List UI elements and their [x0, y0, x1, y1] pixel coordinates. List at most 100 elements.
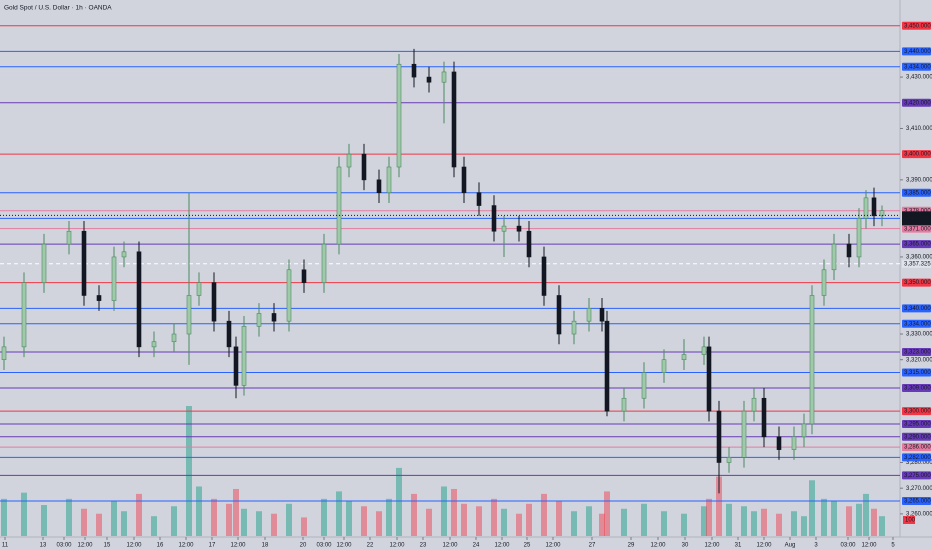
volume-bar — [761, 508, 767, 536]
candle-body — [66, 230, 72, 245]
countdown-label: 52:49 — [904, 220, 920, 226]
x-tick-label: 31 — [735, 543, 742, 549]
x-tick-label: 24 — [473, 543, 480, 549]
volume-bar — [233, 488, 239, 536]
candle-body — [571, 320, 577, 335]
candle-body — [241, 326, 247, 386]
candle-body — [271, 313, 277, 322]
candle-body — [741, 410, 747, 458]
volume-bar — [361, 506, 367, 536]
candle-body — [186, 295, 192, 335]
level-label: 3,309.000 — [904, 386, 931, 392]
volume-bar — [451, 488, 457, 536]
candle-body — [386, 166, 392, 194]
level-label: 3,334.000 — [904, 321, 931, 327]
level-label: 3,315.000 — [904, 370, 931, 376]
level-label-box — [902, 319, 931, 328]
level-label-box — [902, 224, 931, 233]
candle-body — [256, 313, 262, 327]
level-label: 3,282.000 — [904, 455, 931, 461]
level-label: 3,350.000 — [904, 280, 931, 286]
level-label-box — [902, 471, 931, 480]
level-label-box — [902, 443, 931, 452]
volume-bar — [171, 506, 177, 536]
level-label-box — [902, 383, 931, 392]
candle-body — [96, 295, 102, 301]
candle-body — [111, 256, 117, 301]
level-label: 3,400.000 — [904, 152, 931, 158]
candle-body — [21, 282, 27, 348]
x-tick-label: 11 — [2, 543, 9, 549]
candle-body — [541, 256, 547, 296]
volume-bar — [396, 467, 402, 536]
volume-bar — [751, 511, 757, 536]
volume-label-box — [903, 516, 915, 524]
candle-body — [526, 230, 532, 258]
volume-bar — [586, 506, 592, 536]
volume-bar — [286, 503, 292, 536]
x-tick-label: 12:00 — [336, 543, 352, 549]
candle-body — [809, 295, 815, 425]
level-label-box — [902, 453, 931, 462]
candle-body — [863, 197, 869, 219]
candle-body — [41, 243, 47, 283]
volume-bar — [461, 503, 467, 536]
volume-bar — [741, 506, 747, 536]
dashed-level-box — [902, 259, 931, 268]
x-tick-label: 16 — [157, 543, 164, 549]
volume-bar — [66, 498, 72, 536]
candle-body — [396, 63, 402, 168]
candle-body — [586, 308, 592, 322]
level-label: 3,365.000 — [904, 242, 931, 248]
level-label: 3,440.000 — [904, 49, 931, 55]
volume-bar — [411, 493, 417, 536]
y-tick-label: 3,280.000 — [906, 460, 932, 466]
candle-body — [751, 397, 757, 412]
level-label-box — [902, 348, 931, 357]
y-tick-label: 3,320.000 — [906, 357, 932, 363]
volume-bar — [526, 503, 532, 536]
x-tick-label: 22 — [367, 543, 374, 549]
x-tick-label: 5 — [891, 543, 895, 549]
x-tick-label: 27 — [589, 543, 596, 549]
level-label-box — [902, 98, 931, 107]
volume-bar — [241, 508, 247, 536]
volume-bar — [1, 498, 7, 536]
candle-body — [831, 243, 837, 271]
level-label-box — [902, 432, 931, 441]
volume-bar — [41, 505, 47, 536]
x-tick-label: 12:00 — [756, 543, 772, 549]
y-tick-label: 3,360.000 — [906, 255, 932, 261]
candle-body — [726, 457, 732, 463]
x-tick-label: 17 — [209, 543, 216, 549]
level-label-box — [902, 407, 931, 416]
candle-body — [233, 346, 239, 386]
x-tick-label: 23 — [420, 543, 427, 549]
volume-bar — [571, 511, 577, 536]
x-tick-label: 29 — [628, 543, 635, 549]
x-tick-label: 12:00 — [545, 543, 561, 549]
candle-body — [361, 153, 367, 181]
volume-bar — [716, 476, 722, 536]
x-tick-label: 12:00 — [126, 543, 142, 549]
candle-body — [871, 197, 877, 217]
x-tick-label: 30 — [682, 543, 689, 549]
level-label: 3,323.000 — [904, 350, 931, 356]
candle-body — [1, 346, 7, 361]
x-tick-label: 12:00 — [442, 543, 458, 549]
candle-body — [476, 192, 482, 206]
candle-body — [226, 320, 232, 348]
level-label-box — [902, 497, 931, 506]
volume-bar — [821, 498, 827, 536]
candle-body — [716, 410, 722, 463]
candle-body — [321, 243, 327, 283]
x-tick-label: 03:00 — [56, 543, 72, 549]
x-tick-label: 15 — [104, 543, 111, 549]
x-tick-label: 20 — [300, 543, 307, 549]
volume-bar — [376, 511, 382, 536]
x-tick-label: 12:00 — [389, 543, 405, 549]
candle-body — [776, 436, 782, 450]
volume-bar — [21, 492, 27, 536]
candle-body — [136, 251, 142, 348]
